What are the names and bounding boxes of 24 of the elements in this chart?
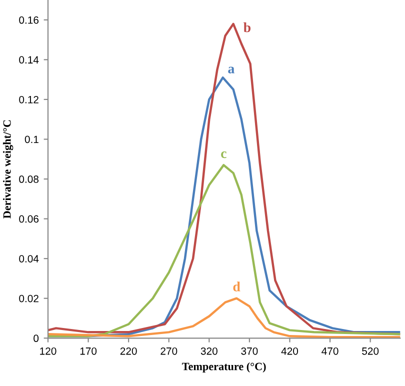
x-tick-label: 220 <box>120 347 137 355</box>
x-tick-label: 520 <box>362 347 379 355</box>
x-tick-label: 370 <box>241 347 258 355</box>
x-tick-label: 320 <box>200 347 218 355</box>
y-tick-label: 0.02 <box>19 294 38 302</box>
y-tick-label: 0.1 <box>24 136 38 144</box>
x-tick-label: 170 <box>80 347 97 355</box>
x-tick-label: 470 <box>322 347 338 355</box>
y-axis-title: Derivative weight/°C <box>2 120 14 218</box>
x-tick-label: 270 <box>160 347 178 355</box>
series-label: a <box>228 66 234 74</box>
y-tick-label: 0.06 <box>19 215 39 223</box>
x-axis-title: Temperature (°C) <box>182 362 266 373</box>
y-tick-label: 0.12 <box>19 96 38 104</box>
x-tick-label: 420 <box>281 347 298 355</box>
series-label: d <box>233 282 240 292</box>
y-tick-label: 0 <box>34 334 39 342</box>
y-tick-label: 0.08 <box>19 176 39 183</box>
y-tick-label: 0.16 <box>19 16 39 24</box>
series-label: b <box>244 22 251 32</box>
y-tick-label: 0.04 <box>19 255 39 262</box>
series-label: c <box>221 151 226 158</box>
y-tick-label: 0.14 <box>19 56 39 64</box>
x-tick-label: 120 <box>40 347 56 355</box>
